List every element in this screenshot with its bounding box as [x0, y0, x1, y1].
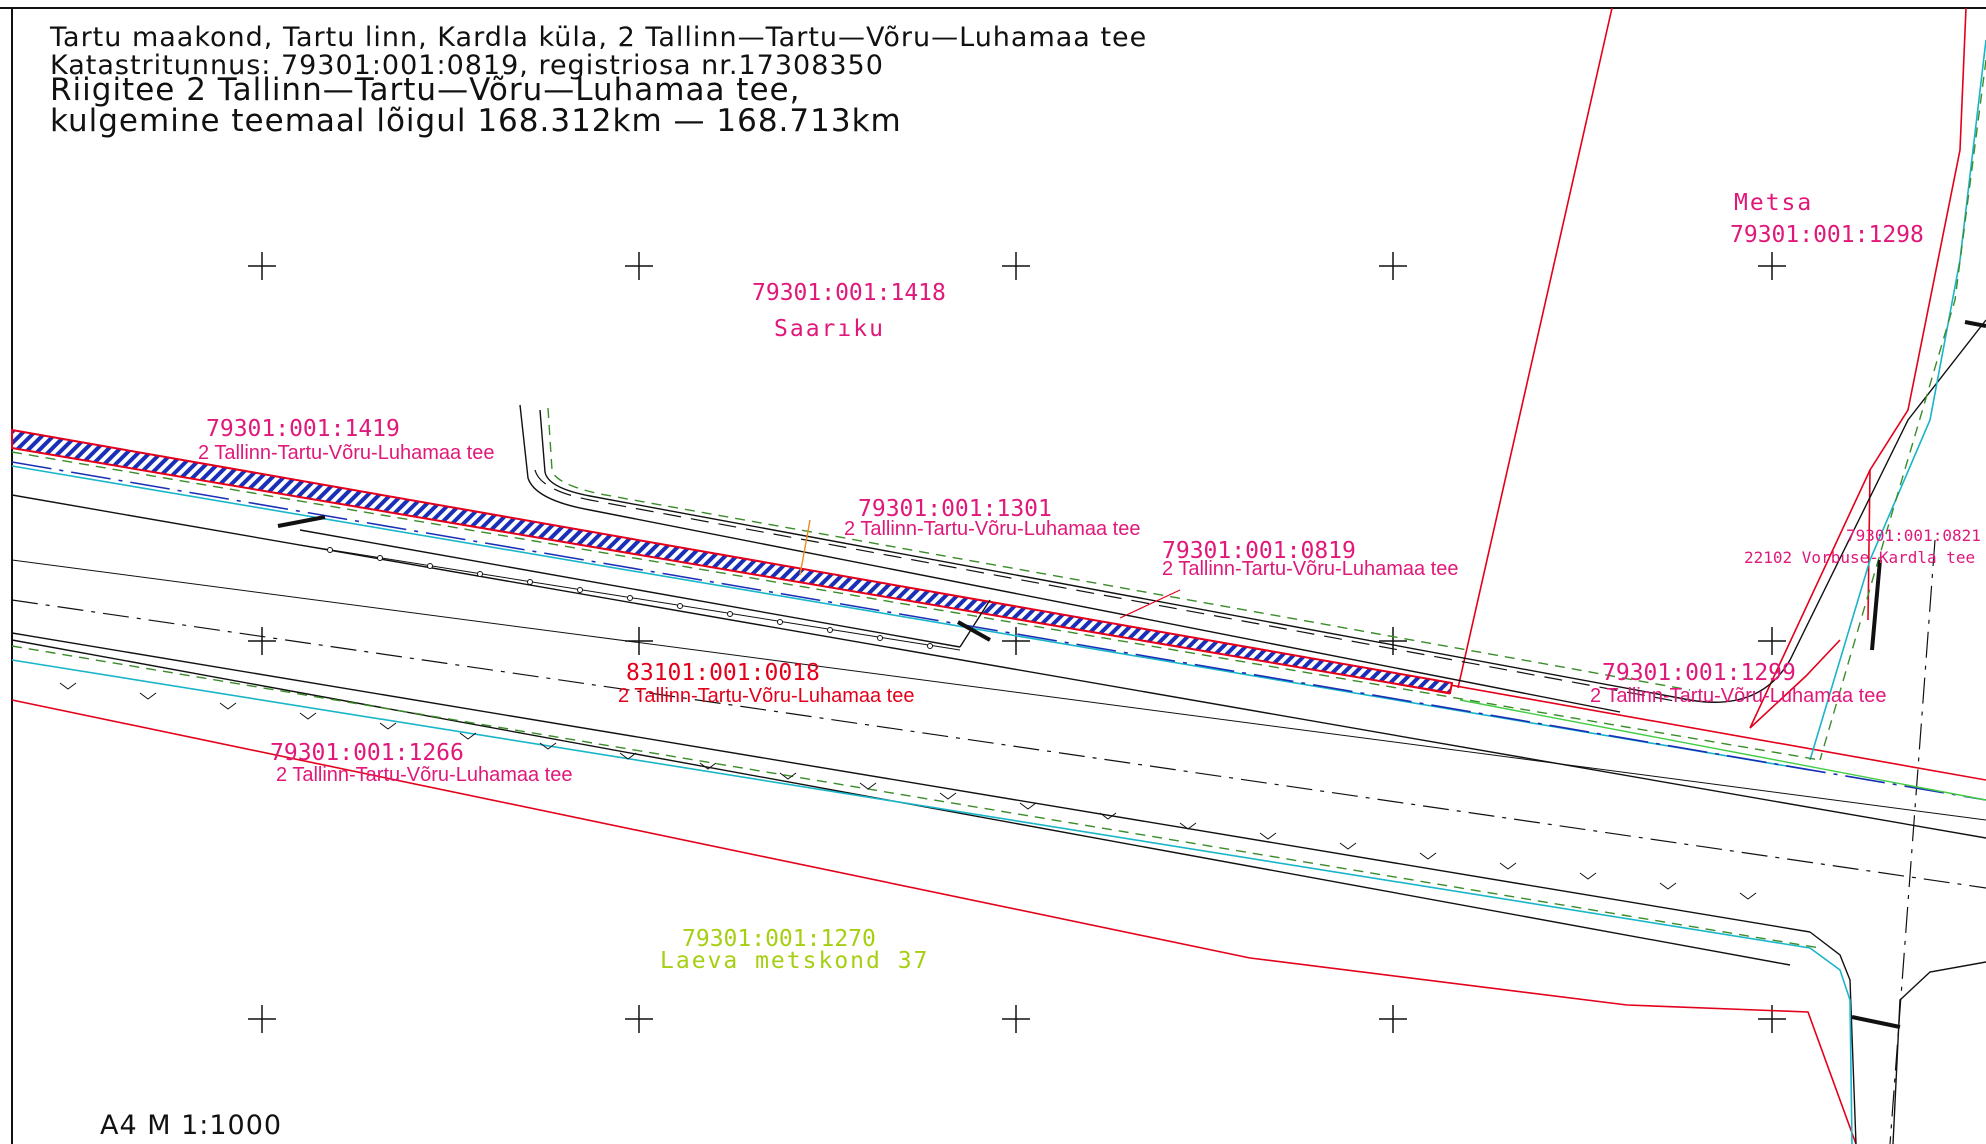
- parcel-1266-name: 2 Tallinn-Tartu-Võru-Luhamaa tee: [276, 764, 573, 786]
- parcel-1266-code: 79301:001:1266: [270, 740, 464, 766]
- parcel-0018-name: 2 Tallinn-Tartu-Võru-Luhamaa tee: [618, 685, 915, 707]
- culvert-bars: [277, 320, 1986, 1029]
- parcel-0821-code: 79301:001:0821: [1846, 526, 1981, 545]
- parcel-1418-name: Saarıku: [774, 316, 885, 342]
- parcel-1301-name: 2 Tallinn-Tartu-Võru-Luhamaa tee: [844, 518, 1141, 540]
- parcel-1298-code: 79301:001:1298: [1730, 222, 1924, 248]
- parcel-1419-name: 2 Tallinn-Tartu-Võru-Luhamaa tee: [198, 442, 495, 464]
- green-dashed-lines: [11, 59, 1986, 949]
- parcel-1299-code: 79301:001:1299: [1602, 660, 1796, 686]
- cyan-ditches: [11, 39, 1986, 1144]
- road-hatch-strip: [11, 428, 1454, 695]
- orange-line: [799, 519, 811, 576]
- parcel-1270-name: Laeva metskond 37: [660, 948, 930, 974]
- green-line: [1459, 699, 1986, 801]
- scale-note: A4 M 1:1000: [100, 1110, 283, 1141]
- tick-markers: [59, 682, 1757, 900]
- header-section: kulgemine teemaal lõigul 168.312km — 168…: [50, 103, 902, 139]
- grid-crosses: [248, 252, 1786, 1033]
- road-edges: [11, 319, 1986, 1144]
- fence-line: [299, 544, 961, 651]
- parcel-0821-name: 22102 Vorbuse-Kardla tee: [1744, 548, 1976, 567]
- parcel-0819-code: 79301:001:0819: [1162, 538, 1356, 564]
- parcel-1301-code: 79301:001:1301: [858, 496, 1052, 522]
- parcel-1270-code: 79301:001:1270: [682, 926, 876, 952]
- header-road: Riigitee 2 Tallinn—Tartu—Võru—Luhamaa te…: [50, 72, 801, 108]
- parcel-0819-name: 2 Tallinn-Tartu-Võru-Luhamaa tee: [1162, 558, 1459, 580]
- blue-servitude-line: [11, 461, 1986, 801]
- header-cadastre: Katastritunnus: 79301:001:0819, registri…: [50, 50, 884, 81]
- dashed-lines: [11, 469, 1986, 1144]
- parcel-0018-code: 83101:001:0018: [626, 660, 820, 686]
- header-address: Tartu maakond, Tartu linn, Kardla küla, …: [50, 22, 1148, 53]
- parcel-1419-code: 79301:001:1419: [206, 416, 400, 442]
- parcel-1299-name: 2 Tallinn-Tartu-Võru-Luhamaa tee: [1590, 685, 1887, 707]
- leader-line: [1119, 589, 1181, 619]
- parcel-1298-name: Metsa: [1734, 190, 1814, 216]
- parcel-1418-code: 79301:001:1418: [752, 280, 946, 306]
